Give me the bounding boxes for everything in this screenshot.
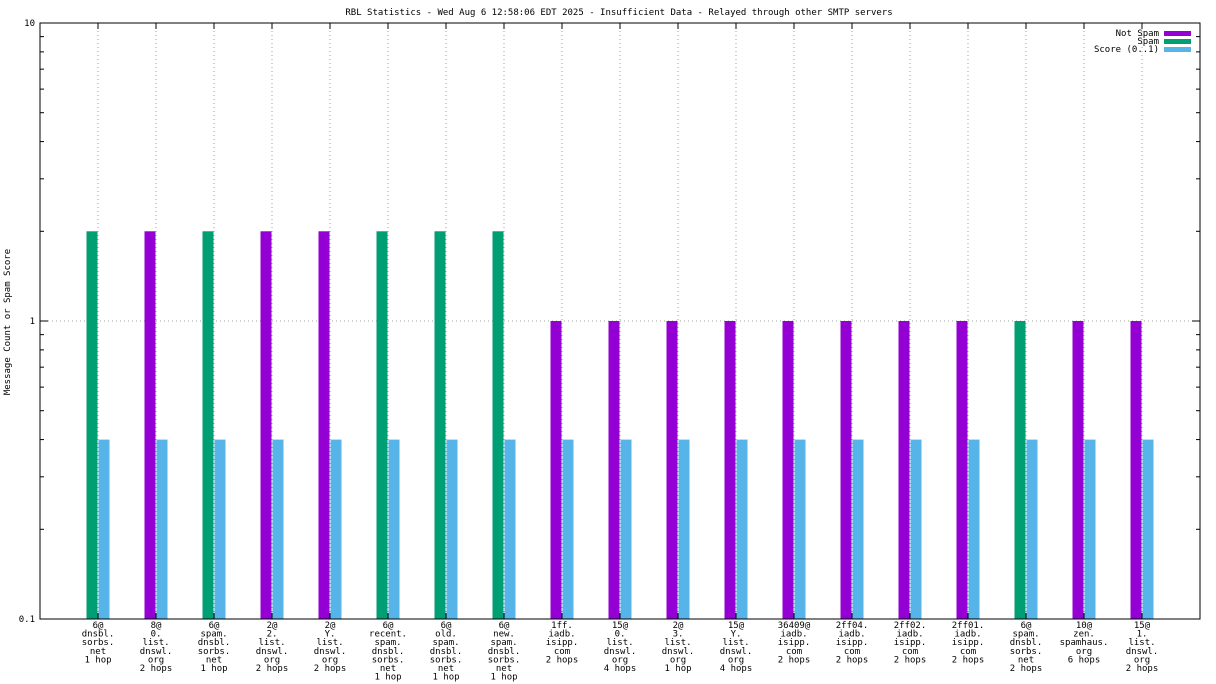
y-tick-label: 1 bbox=[30, 317, 35, 327]
x-tick-label: 36409@ iadb. isipp. com 2 hops bbox=[778, 621, 811, 665]
chart-title: RBL Statistics - Wed Aug 6 12:58:06 EDT … bbox=[345, 8, 892, 18]
y-axis-label: Message Count or Spam Score bbox=[3, 249, 13, 395]
bar-score bbox=[388, 439, 400, 619]
legend-swatch bbox=[1164, 47, 1191, 52]
bar-score bbox=[1026, 439, 1038, 619]
bar-score bbox=[562, 439, 574, 619]
y-axis-ticks: 0.1 1 10 bbox=[19, 19, 1200, 625]
bar-not-spam bbox=[1130, 321, 1142, 619]
bar-not-spam bbox=[260, 231, 272, 619]
bar-score bbox=[1142, 439, 1154, 619]
x-tick-label: 6@ old. spam. dnsbl. sorbs. net 1 hop bbox=[430, 621, 463, 683]
bar-not-spam bbox=[550, 321, 562, 619]
x-axis-ticks: 6@ dnsbl. sorbs. net 1 hop 8@ 0. list. dnswl. org… bbox=[82, 23, 1159, 683]
bar-not-spam bbox=[724, 321, 736, 619]
x-tick-label: 15@ 1. list. dnswl. org 2 hops bbox=[1126, 621, 1159, 674]
x-tick-label: 2@ Y. list. dnswl. org 2 hops bbox=[314, 621, 347, 674]
x-tick-label: 6@ spam. dnsbl. sorbs. net 1 hop bbox=[198, 621, 231, 674]
legend-label: Spam bbox=[1137, 37, 1159, 47]
bar-spam bbox=[376, 231, 388, 619]
x-tick-label: 2@ 2. list. dnswl. org 2 hops bbox=[256, 621, 289, 674]
bar-not-spam bbox=[782, 321, 794, 619]
bar-score bbox=[794, 439, 806, 619]
bar-score bbox=[156, 439, 168, 619]
bar-spam bbox=[86, 231, 98, 619]
bar-not-spam bbox=[898, 321, 910, 619]
x-tick-label: 15@ Y. list. dnswl. org 4 hops bbox=[720, 621, 753, 674]
bar-score bbox=[98, 439, 110, 619]
x-tick-label: 6@ spam. dnsbl. sorbs. net 2 hops bbox=[1010, 621, 1043, 674]
x-tick-label: 6@ dnsbl. sorbs. net 1 hop bbox=[82, 621, 115, 665]
legend-swatch bbox=[1164, 31, 1191, 36]
x-tick-label: 8@ 0. list. dnswl. org 2 hops bbox=[140, 621, 173, 674]
bar-score bbox=[1084, 439, 1096, 619]
legend-label: Not Spam bbox=[1116, 29, 1159, 39]
bar-score bbox=[910, 439, 922, 619]
bar-not-spam bbox=[840, 321, 852, 619]
bar-not-spam bbox=[1072, 321, 1084, 619]
legend-label: Score (0..1) bbox=[1094, 45, 1159, 55]
bar-not-spam bbox=[144, 231, 156, 619]
x-tick-label: 10@ zen. spamhaus. org 6 hops bbox=[1060, 621, 1109, 665]
bar-spam bbox=[434, 231, 446, 619]
y-tick-label: 10 bbox=[24, 19, 35, 29]
x-tick-label: 15@ 0. list. dnswl. org 4 hops bbox=[604, 621, 637, 674]
bar-score bbox=[446, 439, 458, 619]
bar-score bbox=[272, 439, 284, 619]
bar-score bbox=[852, 439, 864, 619]
x-tick-label: 6@ new. spam. dnsbl. sorbs. net 1 hop bbox=[488, 621, 521, 683]
bar-not-spam bbox=[318, 231, 330, 619]
bar-score bbox=[330, 439, 342, 619]
bar-score bbox=[504, 439, 516, 619]
bar-score bbox=[678, 439, 690, 619]
bar-spam bbox=[1014, 321, 1026, 619]
grid-lines bbox=[40, 22, 1200, 620]
x-tick-label: 6@ recent. spam. dnsbl. sorbs. net 1 hop bbox=[369, 621, 407, 683]
legend-swatch bbox=[1164, 39, 1191, 44]
bar-not-spam bbox=[666, 321, 678, 619]
bar-not-spam bbox=[608, 321, 620, 619]
bar-spam bbox=[202, 231, 214, 619]
y-tick-label: 0.1 bbox=[19, 615, 35, 625]
bar-not-spam bbox=[956, 321, 968, 619]
x-tick-label: 2@ 3. list. dnswl. org 1 hop bbox=[662, 621, 695, 674]
bar-score bbox=[620, 439, 632, 619]
bar-spam bbox=[492, 231, 504, 619]
x-tick-label: 2ff02. iadb. isipp. com 2 hops bbox=[894, 621, 927, 665]
bar-score bbox=[214, 439, 226, 619]
x-tick-label: 2ff01. iadb. isipp. com 2 hops bbox=[952, 621, 985, 665]
x-tick-label: 1ff. iadb. isipp. com 2 hops bbox=[546, 621, 579, 665]
bar-score bbox=[736, 439, 748, 619]
x-tick-label: 2ff04. iadb. isipp. com 2 hops bbox=[836, 621, 869, 665]
bar-series bbox=[86, 231, 1154, 619]
bar-score bbox=[968, 439, 980, 619]
